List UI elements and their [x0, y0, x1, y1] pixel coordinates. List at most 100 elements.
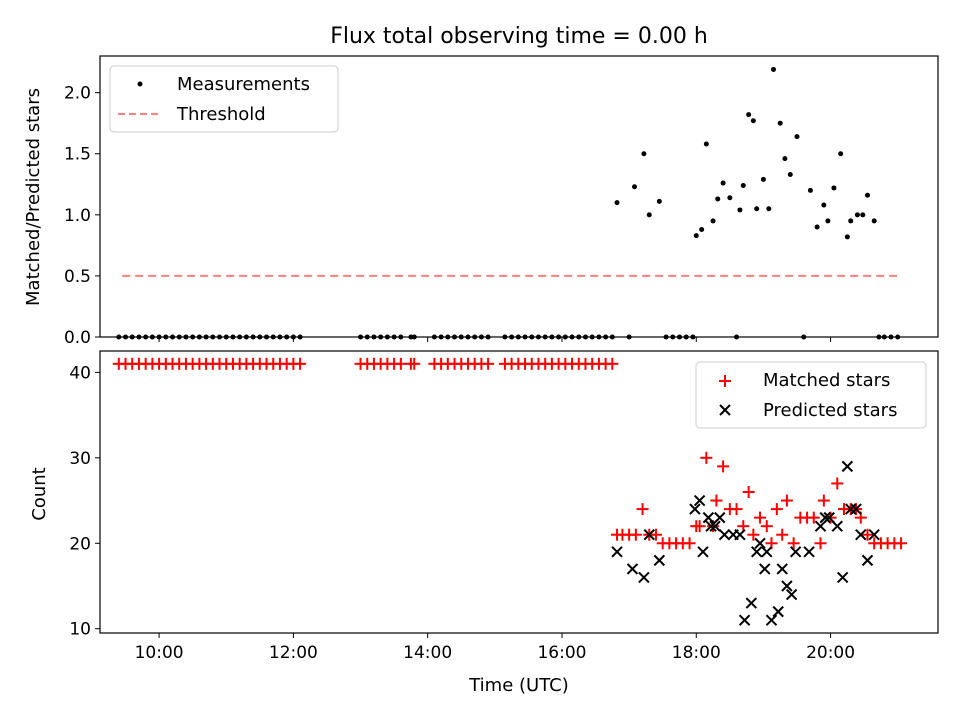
predicted-stars-point: [819, 511, 831, 524]
matched-stars-point: [770, 503, 783, 516]
measurements-point: [821, 202, 827, 208]
measurements-point: [641, 151, 647, 157]
predicted-stars-point: [697, 546, 709, 558]
count-legend-box: [695, 361, 927, 429]
chart-title: Flux total observing time = 0.00 h: [330, 24, 708, 49]
matched-stars-point: [817, 494, 830, 507]
count-x-tick-label: 18:00: [672, 643, 721, 663]
predicted-stars-point: [831, 520, 843, 532]
measurements-point: [656, 198, 662, 204]
measurements-point: [727, 195, 733, 201]
matched-stars-point: [710, 494, 723, 507]
predicted-stars-point: [785, 588, 798, 601]
predicted-stars-point: [836, 571, 849, 584]
measurements-point: [825, 218, 831, 224]
matched-stars-point: [649, 528, 662, 541]
predicted-stars-point: [718, 529, 731, 541]
matched-stars-point: [717, 460, 730, 473]
measurements-point: [860, 212, 866, 218]
measurements-point: [760, 176, 766, 182]
matched-stars-point: [408, 357, 421, 370]
measurements-point: [777, 120, 783, 126]
count-y-tick-label: 40: [69, 363, 91, 383]
ratio-y-axis-label: Matched/Predicted stars: [23, 88, 44, 306]
count-x-tick-label: 10:00: [135, 643, 184, 663]
predicted-stars-point: [765, 614, 778, 626]
measurements-point: [794, 134, 800, 140]
predicted-stars-point: [781, 580, 793, 592]
count-x-tick-label: 12:00: [269, 643, 318, 663]
predicted-stars-point: [861, 554, 874, 567]
measurements-point: [782, 156, 788, 162]
predicted-stars-point: [693, 494, 706, 507]
predicted-stars-point: [745, 597, 758, 609]
predicted-stars-point: [689, 503, 701, 515]
matched-stars-point: [693, 520, 706, 533]
measurements-point: [740, 183, 746, 189]
matched-stars-point: [742, 486, 755, 498]
measurements-point: [807, 187, 813, 193]
measurements-point: [750, 118, 756, 124]
matched-stars-point: [636, 503, 649, 516]
count-x-axis-label: Time (UTC): [468, 675, 569, 696]
measurements-point: [848, 218, 854, 224]
measurements-point: [871, 218, 877, 224]
measurements-point: [814, 224, 820, 230]
matched-stars-point: [683, 537, 696, 550]
matched-stars-point: [629, 528, 642, 541]
ratio-y-tick-label: 1.5: [64, 145, 91, 165]
matched-stars-point: [730, 503, 743, 516]
predicted-stars-point: [643, 529, 655, 541]
measurements-point: [703, 141, 709, 147]
measurements-point: [614, 200, 620, 206]
count-y-axis-label: Count: [29, 467, 50, 520]
legend-matched-label: Matched stars: [763, 370, 890, 391]
ratio-y-tick-label: 1.0: [64, 206, 91, 226]
predicted-stars-point: [772, 605, 784, 618]
matched-stars-point: [807, 511, 820, 524]
ratio-y-tick-label: 0.0: [64, 328, 91, 348]
measurements-point: [646, 212, 652, 218]
predicted-stars-point: [702, 511, 715, 524]
ratio-y-tick-label: 0.5: [64, 267, 91, 287]
predicted-stars-point: [754, 537, 766, 549]
measurements-point: [787, 172, 793, 178]
measurements-point: [754, 206, 760, 212]
predicted-stars-point: [803, 546, 815, 558]
matched-stars-point: [754, 511, 767, 524]
measurements-point: [720, 180, 726, 186]
ratio-plot-area: 0.0 0.5 1.0 1.5 2.0: [64, 66, 901, 348]
matched-stars-point: [831, 477, 844, 490]
predicted-stars-point: [855, 529, 867, 541]
matched-stars-point: [394, 357, 407, 370]
predicted-stars-point: [750, 546, 763, 558]
matched-stars-point: [895, 537, 908, 550]
measurements-point: [844, 234, 850, 240]
predicted-stars-point: [868, 529, 880, 541]
measurements-point: [715, 196, 721, 202]
predicted-stars-point: [776, 563, 788, 575]
count-plot-frame: [99, 350, 939, 634]
count-y-tick-label: 10: [69, 620, 91, 640]
measurements-point: [854, 212, 860, 218]
predicted-stars-point: [705, 520, 717, 532]
predicted-stars-point: [738, 614, 751, 626]
count-legend: Matched stars Predicted stars: [695, 361, 927, 429]
legend-predicted-marker: [719, 404, 731, 416]
predicted-stars-point: [611, 546, 623, 558]
measurements-point: [699, 226, 705, 232]
matched-stars-point: [861, 528, 874, 541]
predicted-stars-point: [789, 546, 802, 558]
measurements-point: [737, 207, 743, 213]
predicted-stars-point: [714, 511, 726, 524]
measurements-point: [693, 233, 699, 239]
predicted-stars-point: [626, 563, 639, 575]
matched-stars-point: [776, 528, 789, 541]
count-y-tick-label: 30: [69, 449, 91, 469]
legend-predicted-label: Predicted stars: [763, 400, 897, 421]
predicted-stars-point: [850, 503, 862, 515]
measurements-point: [710, 218, 716, 224]
measurements-point: [864, 192, 870, 198]
count-y-tick-label: 20: [69, 534, 91, 554]
